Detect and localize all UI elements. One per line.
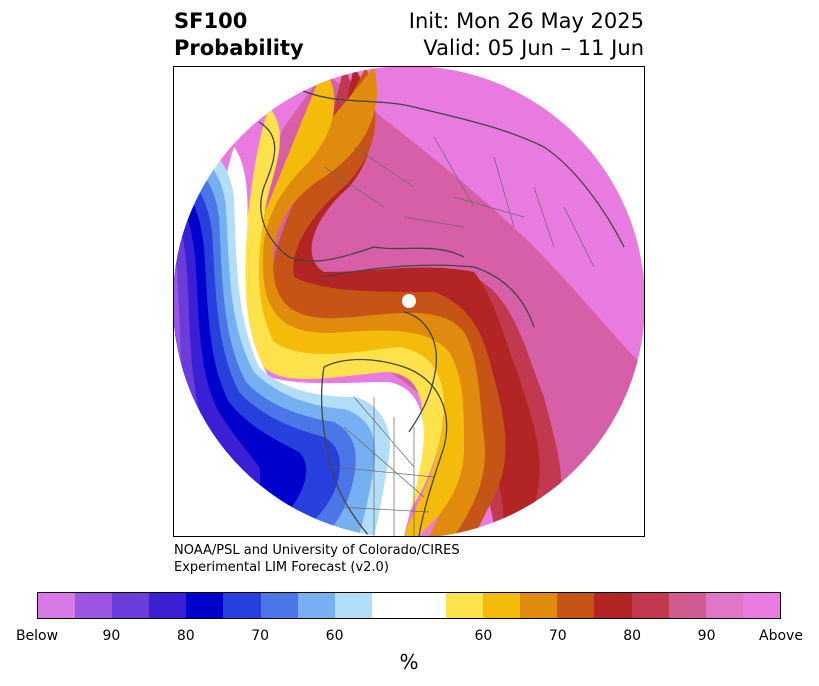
colorbar-segment xyxy=(557,593,594,618)
colorbar-tick-label: 80 xyxy=(623,628,641,644)
credit-text: NOAA/PSL and University of Colorado/CIRE… xyxy=(174,542,460,576)
colorbar-segment xyxy=(743,593,780,618)
colorbar-tick-label: 60 xyxy=(326,628,344,644)
colorbar-segment xyxy=(75,593,112,618)
field-name: SF100 xyxy=(174,8,304,35)
colorbar-segment xyxy=(223,593,260,618)
colorbar-segment xyxy=(261,593,298,618)
colorbar-segment xyxy=(409,593,446,618)
colorbar-segment xyxy=(594,593,631,618)
colorbar-segment xyxy=(706,593,743,618)
colorbar-unit-label: % xyxy=(399,650,418,674)
colorbar-tick-label: Below xyxy=(16,628,58,644)
valid-range: Valid: 05 Jun – 11 Jun xyxy=(409,35,644,62)
north-pole-marker xyxy=(402,294,416,308)
colorbar-tick-label: Above xyxy=(759,628,803,644)
colorbar-segment xyxy=(38,593,75,618)
colorbar-segment xyxy=(372,593,409,618)
colorbar-segment xyxy=(335,593,372,618)
credit-line-1: NOAA/PSL and University of Colorado/CIRE… xyxy=(174,542,460,559)
map-frame xyxy=(173,66,645,537)
colorbar-segment xyxy=(298,593,335,618)
colorbar-segment xyxy=(632,593,669,618)
colorbar-tick-label: 90 xyxy=(698,628,716,644)
colorbar-tick-label: 80 xyxy=(177,628,195,644)
colorbar xyxy=(37,592,781,619)
colorbar-segment xyxy=(520,593,557,618)
colorbar-segment xyxy=(186,593,223,618)
colorbar-segment xyxy=(483,593,520,618)
colorbar-segment xyxy=(149,593,186,618)
title-left: SF100 Probability xyxy=(174,8,304,62)
title-right: Init: Mon 26 May 2025 Valid: 05 Jun – 11… xyxy=(409,8,644,62)
colorbar-tick-label: 70 xyxy=(549,628,567,644)
colorbar-tick-label: 60 xyxy=(474,628,492,644)
credit-line-2: Experimental LIM Forecast (v2.0) xyxy=(174,559,460,576)
colorbar-segment xyxy=(669,593,706,618)
polar-probability-map xyxy=(174,67,644,536)
field-type: Probability xyxy=(174,35,304,62)
colorbar-tick-label: 70 xyxy=(251,628,269,644)
init-date: Init: Mon 26 May 2025 xyxy=(409,8,644,35)
colorbar-segment xyxy=(446,593,483,618)
colorbar-tick-label: 90 xyxy=(102,628,120,644)
colorbar-segment xyxy=(112,593,149,618)
